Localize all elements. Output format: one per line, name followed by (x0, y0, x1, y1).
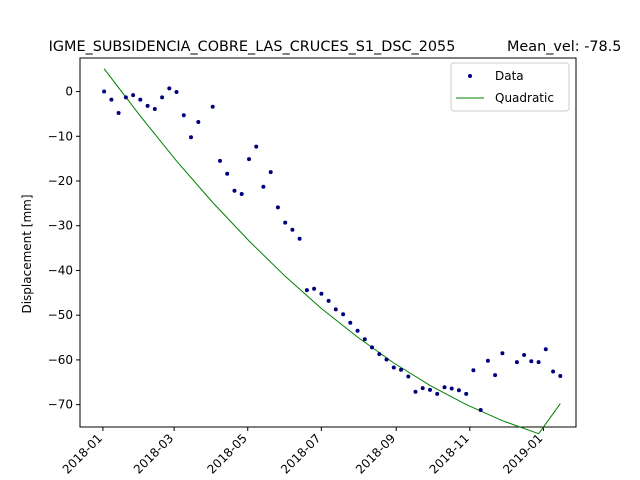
data-point (493, 373, 498, 378)
data-point (514, 360, 519, 365)
data-point (181, 113, 186, 118)
legend: Data Quadratic (450, 62, 570, 112)
mean-velocity-label: Mean_vel: -78.5 (507, 39, 621, 55)
data-point (370, 345, 374, 350)
data-point (268, 170, 273, 175)
y-axis: 0 −10 −20 −30 −40 −50 −60 −70 (48, 85, 80, 412)
axes-frame (79, 57, 577, 428)
data-point (189, 135, 193, 140)
y-tick-label: −40 (48, 263, 73, 277)
data-point (319, 291, 324, 296)
legend-label-quadratic: Quadratic (495, 91, 554, 105)
x-tick-label: 2019-01 (500, 431, 545, 476)
y-tick-label: −50 (48, 308, 73, 322)
data-point (232, 188, 237, 193)
data-point (399, 367, 403, 372)
data-point (239, 192, 244, 196)
data-point (196, 120, 201, 124)
data-point (304, 288, 309, 293)
data-point (384, 357, 389, 362)
data-point (456, 388, 461, 393)
data-point (167, 86, 172, 91)
data-point (406, 374, 411, 379)
legend-label-data: Data (495, 69, 524, 83)
plot-area (102, 68, 563, 435)
data-point (297, 236, 302, 241)
data-point (413, 389, 418, 394)
x-tick-label: 2018-01 (60, 431, 105, 476)
data-point (391, 365, 396, 370)
data-point (543, 347, 548, 352)
data-point (500, 351, 505, 356)
data-point (131, 93, 136, 98)
data-point (152, 107, 157, 111)
data-point (471, 368, 476, 373)
x-tick-label: 2018-03 (131, 431, 176, 476)
data-point (485, 358, 490, 363)
data-point (326, 298, 331, 303)
axes-border (79, 57, 577, 428)
data-point (290, 227, 295, 232)
data-point (275, 205, 280, 210)
data-point (333, 307, 338, 312)
data-point (551, 369, 556, 374)
data-point (478, 408, 483, 412)
data-point (225, 171, 230, 176)
x-tick-label: 2018-07 (278, 431, 323, 476)
data-point (464, 391, 469, 396)
data-point (362, 337, 367, 342)
y-tick-label: −10 (48, 129, 73, 143)
chart-title: IGME_SUBSIDENCIA_COBRE_LAS_CRUCES_S1_DSC… (49, 39, 456, 55)
data-point (377, 352, 382, 357)
data-point (102, 89, 107, 94)
data-point (254, 144, 259, 149)
data-point (428, 387, 432, 392)
y-tick-label: −20 (48, 174, 73, 188)
data-point (529, 359, 534, 364)
legend-marker-data (468, 74, 472, 78)
data-point (449, 386, 454, 391)
data-point (522, 353, 527, 357)
y-tick-label: −60 (48, 353, 73, 367)
data-point (160, 95, 165, 100)
x-tick-label: 2018-09 (353, 431, 398, 476)
data-point (558, 374, 563, 378)
legend-box (450, 62, 570, 112)
x-axis: 2018-01 2018-03 2018-05 2018-07 2018-09 2018-… (60, 427, 546, 477)
quadratic-fit-line (103, 68, 561, 435)
data-point (355, 328, 360, 333)
y-tick-label: 0 (65, 85, 73, 99)
y-tick-label: −30 (48, 219, 73, 233)
x-tick-label: 2018-11 (427, 431, 472, 476)
data-point (536, 360, 541, 365)
data-point (174, 90, 179, 94)
data-point (261, 184, 266, 189)
data-point (116, 111, 121, 115)
data-point (247, 157, 251, 162)
data-point (138, 97, 143, 102)
y-axis-label: Displacement [mm] (20, 194, 34, 313)
data-point (435, 391, 440, 396)
data-point (283, 220, 288, 225)
y-tick-label: −70 (48, 398, 73, 412)
data-point (218, 158, 222, 163)
data-point (123, 95, 128, 100)
data-point (145, 103, 150, 108)
x-tick-label: 2018-05 (205, 431, 250, 476)
data-point (420, 386, 425, 391)
data-point (348, 320, 353, 325)
data-point (341, 312, 346, 317)
data-point (312, 286, 317, 291)
data-point (210, 104, 215, 109)
data-point (442, 385, 447, 390)
data-point (109, 97, 114, 102)
